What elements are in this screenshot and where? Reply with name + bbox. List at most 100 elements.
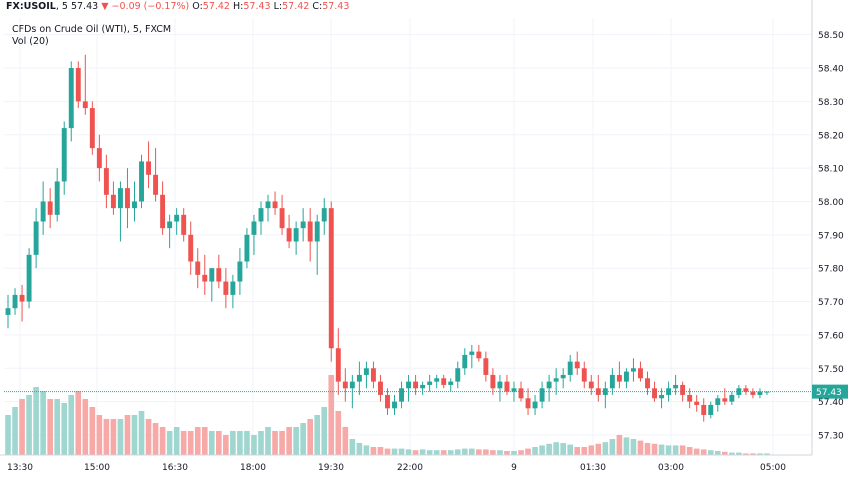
volume-bar — [237, 431, 243, 455]
candle-body — [490, 374, 496, 389]
candle-body — [609, 374, 615, 389]
volume-bar — [679, 445, 686, 455]
volume-bar — [553, 442, 559, 455]
candle-body — [553, 378, 559, 382]
candle-body — [286, 228, 292, 242]
candle-body — [96, 148, 102, 169]
volume-bar — [693, 448, 700, 455]
candle-body — [19, 294, 25, 302]
candle-body — [623, 371, 629, 382]
low-label: L: — [273, 1, 283, 12]
candle-body — [258, 208, 264, 222]
y-tick-label: 57.90 — [818, 231, 844, 241]
volume-bar — [497, 450, 503, 455]
volume-bar — [518, 450, 524, 455]
volume-bar — [117, 419, 124, 455]
down-arrow-icon: ▼ — [101, 1, 109, 12]
volume-bar — [230, 431, 236, 455]
open-value: 57.42 — [202, 1, 230, 12]
candle-body — [300, 221, 306, 229]
candle-body — [406, 381, 412, 389]
low-value: 57.42 — [282, 1, 310, 12]
volume-bar — [272, 431, 278, 455]
volume-bar — [335, 411, 342, 455]
candle-body — [511, 388, 517, 392]
candle-body — [202, 274, 208, 282]
volume-bar — [342, 427, 349, 455]
candle-body — [469, 351, 475, 355]
x-tick-label: 01:30 — [580, 463, 606, 473]
x-tick-label: 05:00 — [760, 463, 786, 473]
candle-body — [328, 208, 334, 349]
candle-body — [223, 281, 229, 295]
candle-body — [265, 201, 271, 209]
candle-body — [483, 358, 489, 375]
volume-bar — [426, 450, 433, 455]
volume-bar — [47, 399, 53, 455]
volume-legend[interactable]: Vol (20) — [12, 36, 49, 47]
volume-bar — [96, 415, 103, 455]
x-tick-label: 03:00 — [658, 463, 684, 473]
volume-bar — [321, 407, 328, 455]
candle-body — [616, 374, 622, 382]
volume-bar — [89, 407, 96, 455]
candle-body — [722, 398, 728, 402]
volume-bar — [412, 450, 419, 455]
x-tick-label: 22:00 — [397, 463, 423, 473]
instrument-legend[interactable]: CFDs on Crude Oil (WTI), 5, FXCM — [12, 24, 172, 35]
volume-bar — [743, 453, 749, 455]
volume-bar — [483, 449, 489, 455]
volume-bar — [405, 449, 412, 455]
volume-bar — [279, 431, 285, 455]
volume-bar — [258, 431, 264, 455]
symbol-name[interactable]: FX:USOIL — [6, 1, 56, 12]
candle-body — [244, 234, 250, 262]
volume-bar — [307, 419, 313, 455]
volume-bar — [672, 445, 679, 455]
volume-bar — [26, 395, 32, 455]
volume-bar — [152, 423, 159, 455]
volume-bar — [665, 445, 672, 455]
candle-body — [659, 394, 665, 399]
y-tick-label: 57.80 — [818, 265, 844, 275]
candle-body — [645, 378, 650, 389]
candle-body — [89, 108, 95, 149]
volume-bar — [525, 448, 531, 455]
volume-bar — [609, 439, 616, 455]
volume-bar — [764, 453, 770, 455]
candle-body — [209, 268, 215, 282]
candle-body — [525, 398, 531, 409]
volume-bar — [546, 443, 552, 455]
candle-body — [75, 68, 81, 102]
volume-bar — [560, 443, 566, 455]
volume-bar — [511, 451, 517, 455]
volume-bar — [714, 451, 721, 455]
candle-body — [750, 391, 756, 395]
price-change: −0.09 (−0.17%) — [111, 1, 190, 12]
volume-bar — [180, 431, 187, 455]
volume-bar — [12, 407, 18, 455]
y-tick-label: 57.50 — [818, 365, 844, 375]
volume-bar — [588, 445, 595, 455]
candle-body — [701, 404, 707, 415]
candle-body — [574, 361, 580, 369]
volume-bar — [201, 427, 208, 455]
volume-bar — [103, 419, 110, 455]
candle-body — [167, 221, 173, 229]
candle-body — [33, 221, 39, 255]
y-tick-label: 58.20 — [818, 131, 844, 141]
volume-bar — [349, 439, 356, 455]
candle-body — [117, 188, 123, 209]
candle-body — [68, 68, 74, 129]
volume-bar — [461, 448, 468, 455]
volume-bar — [602, 442, 609, 455]
candle-body — [455, 368, 461, 382]
volume-bar — [539, 445, 545, 455]
candle-body — [581, 368, 587, 382]
axes: 58.50 58.40 58.30 58.20 58.10 58.00 57.90 57.80… — [0, 0, 848, 473]
candle-body — [532, 401, 538, 409]
candle-body — [54, 181, 60, 215]
close-value: 57.43 — [322, 1, 350, 12]
y-tick-label: 58.50 — [818, 31, 844, 41]
